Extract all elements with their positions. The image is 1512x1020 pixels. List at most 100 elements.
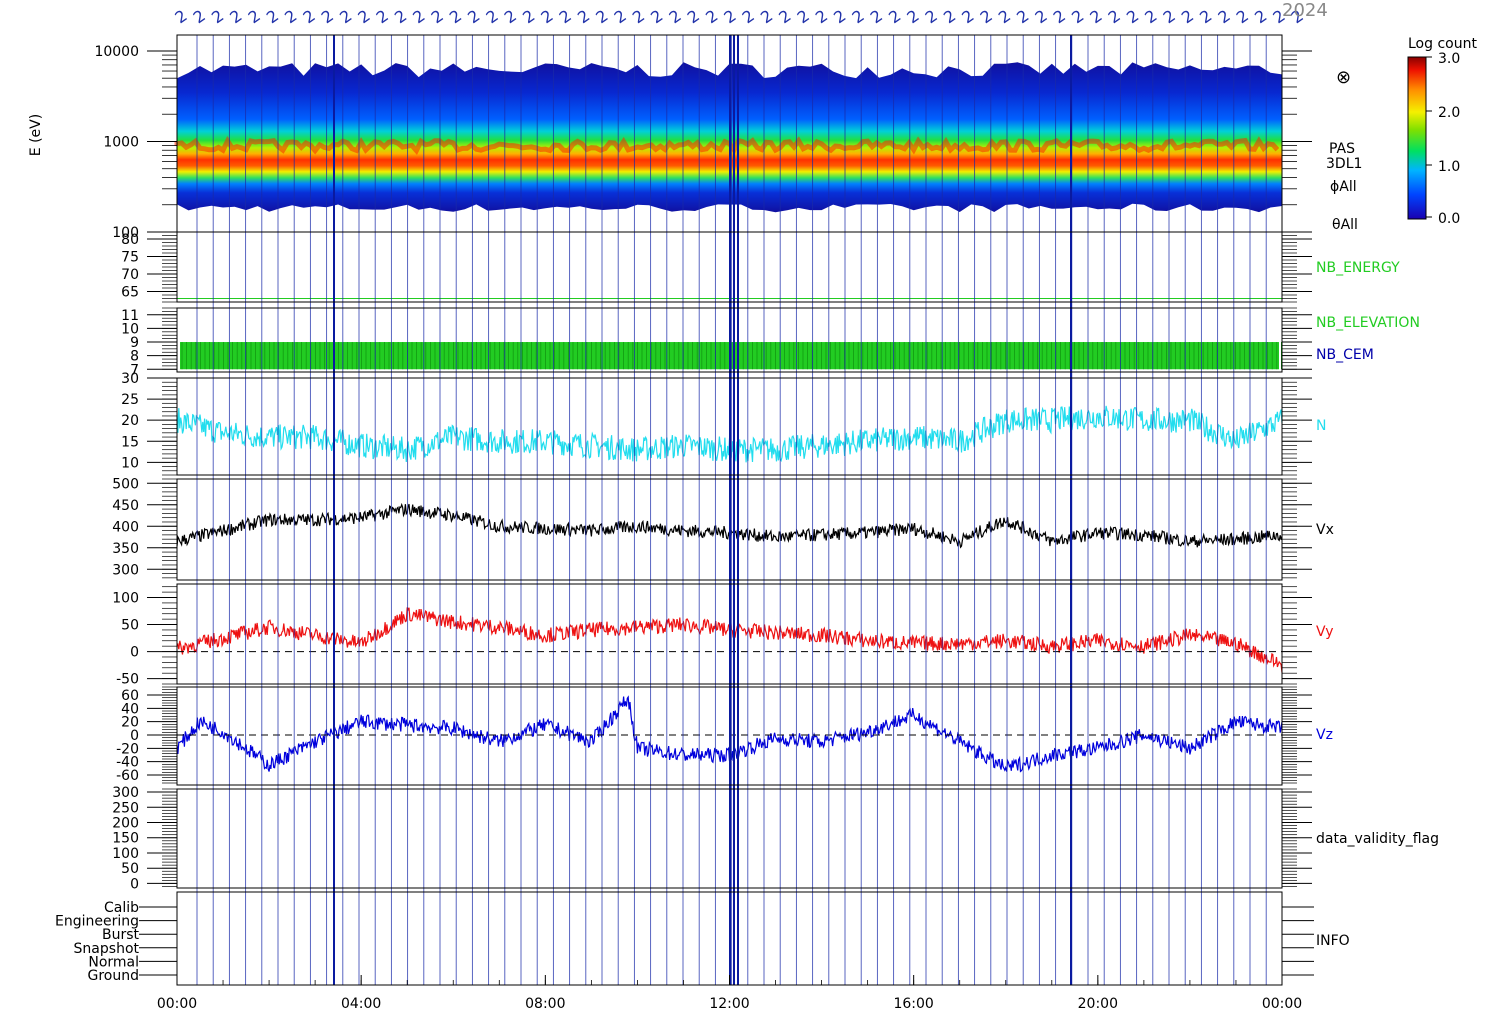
header-time-tick: 2 (190, 6, 209, 27)
colorbar-tick-label: 3.0 (1438, 51, 1460, 67)
panel-frame (176, 583, 1283, 685)
header-time-tick: 2 (995, 6, 1014, 27)
header-time-tick: 2 (226, 6, 245, 27)
info-mode-label: Ground (88, 968, 140, 984)
panel-name-label: Vy (1316, 624, 1334, 640)
header-time-tick: 2 (245, 6, 264, 27)
y-tick-label: 500 (112, 476, 139, 492)
header-time-tick: 2 (464, 6, 483, 27)
header-time-tick: 2 (885, 6, 904, 27)
y-tick-label: 30 (121, 371, 139, 387)
header-time-tick: 2 (1233, 6, 1252, 27)
panel-frame (176, 478, 1283, 581)
y-tick-label: 9 (130, 335, 139, 351)
y-tick-label: 0 (130, 876, 139, 892)
header-time-tick: 2 (720, 6, 739, 27)
colorbar-gradient (1407, 56, 1427, 220)
colorbar-label: Log count (1408, 36, 1477, 52)
header-time-tick: 2 (922, 6, 941, 27)
header-time-tick: 2 (1196, 6, 1215, 27)
spec-label-product: 3DL1 (1326, 156, 1362, 172)
panel-name-label: NB_ENERGY (1316, 260, 1400, 276)
header-time-tick: 2 (1031, 6, 1050, 27)
y-tick-label: 100 (112, 846, 139, 862)
header-time-tick: 2 (281, 6, 300, 27)
header-time-tick: 2 (556, 6, 575, 27)
y-tick-label: 10000 (94, 44, 139, 60)
x-tick-label: 12:00 (709, 996, 749, 1012)
y-tick-label: -40 (116, 755, 139, 771)
y-tick-label: 25 (121, 392, 139, 408)
info-mode-label: Engineering (55, 914, 139, 930)
y-tick-label: 300 (112, 562, 139, 578)
header-time-tick: 2 (775, 6, 794, 27)
y-tick-label: -50 (116, 672, 139, 688)
header-time-tick: 2 (428, 6, 447, 27)
y-tick-label: 80 (121, 232, 139, 248)
y-tick-label: 20 (121, 413, 139, 429)
header-time-tick: 2 (940, 6, 959, 27)
info-mode-label: Burst (102, 927, 140, 943)
info-mode-label: Normal (88, 954, 139, 970)
flux-direction-icon: ⊗ (1336, 67, 1351, 88)
y-tick-label: 400 (112, 519, 139, 535)
sweep-marker-lines (196, 35, 1267, 985)
panel-frame (176, 307, 1283, 373)
spectrogram-peak-trace (174, 135, 1280, 156)
x-tick-label: 20:00 (1078, 996, 1118, 1012)
y-tick-label: 20 (121, 715, 139, 731)
panel-name-label: Vx (1316, 522, 1334, 538)
x-tick-label: 16:00 (893, 996, 933, 1012)
header-time-tick: 2 (665, 6, 684, 27)
header-time-tick: 2 (1068, 6, 1087, 27)
colorbar-tick-label: 2.0 (1438, 105, 1460, 121)
y-tick-label: -20 (116, 741, 139, 757)
header-time-tick: 2 (848, 6, 867, 27)
spec-label-theta: θAll (1332, 217, 1358, 233)
header-time-tick: 2 (574, 6, 593, 27)
spec-label-instrument: PAS (1329, 141, 1355, 157)
header-time-tick: 2 (592, 6, 611, 27)
y-tick-label: 1000 (103, 134, 139, 150)
y-tick-label: 75 (121, 250, 139, 266)
header-time-tick: 2 (739, 6, 758, 27)
colorbar-tick-label: 0.0 (1438, 211, 1460, 227)
header-time-tick: 2 (611, 6, 630, 27)
header-time-tick: 2 (1160, 6, 1179, 27)
colorbar: Log count 3.0 2.0 1.0 0.0 (1407, 36, 1477, 227)
header-time-tick: 2 (1251, 6, 1270, 27)
y-axis-label: E (eV) (28, 114, 44, 156)
y-tick-label: 250 (112, 800, 139, 816)
y-tick-label: 300 (112, 785, 139, 801)
y-tick-label: 8 (130, 349, 139, 365)
header-time-tick: 2 (794, 6, 813, 27)
info-mode-label: Calib (104, 900, 139, 916)
y-tick-label: 70 (121, 267, 139, 283)
y-tick-label: 200 (112, 816, 139, 832)
header-time-tick: 2 (391, 6, 410, 27)
spectrogram-side-labels: ⊗ PAS 3DL1 ϕAll θAll (1326, 67, 1362, 233)
y-tick-label: 100 (112, 225, 139, 241)
header-time-tick: 2 (1013, 6, 1032, 27)
colorbar-tick-label: 1.0 (1438, 159, 1460, 175)
x-tick-label: 00:00 (1262, 996, 1302, 1012)
panel-name-label: INFO (1316, 933, 1350, 949)
header-time-tick: 2 (1050, 6, 1069, 27)
panel-name-label: NB_ELEVATION (1316, 315, 1420, 331)
header-time-tick: 2 (501, 6, 520, 27)
header-time-tick: 2 (299, 6, 318, 27)
panel-frame (176, 686, 1283, 786)
header-time-tick: 2 (830, 6, 849, 27)
panel-frame (176, 788, 1283, 889)
header-time-tick: 2 (446, 6, 465, 27)
header-time-tick: 2 (171, 6, 190, 27)
y-tick-label: 60 (121, 688, 139, 704)
y-tick-label: 10 (121, 455, 139, 471)
y-tick-label: 10 (121, 321, 139, 337)
x-tick-label: 00:00 (157, 996, 197, 1012)
x-tick-label: 08:00 (525, 996, 565, 1012)
y-tick-label: 11 (121, 308, 139, 324)
header-time-tick: 2 (373, 6, 392, 27)
